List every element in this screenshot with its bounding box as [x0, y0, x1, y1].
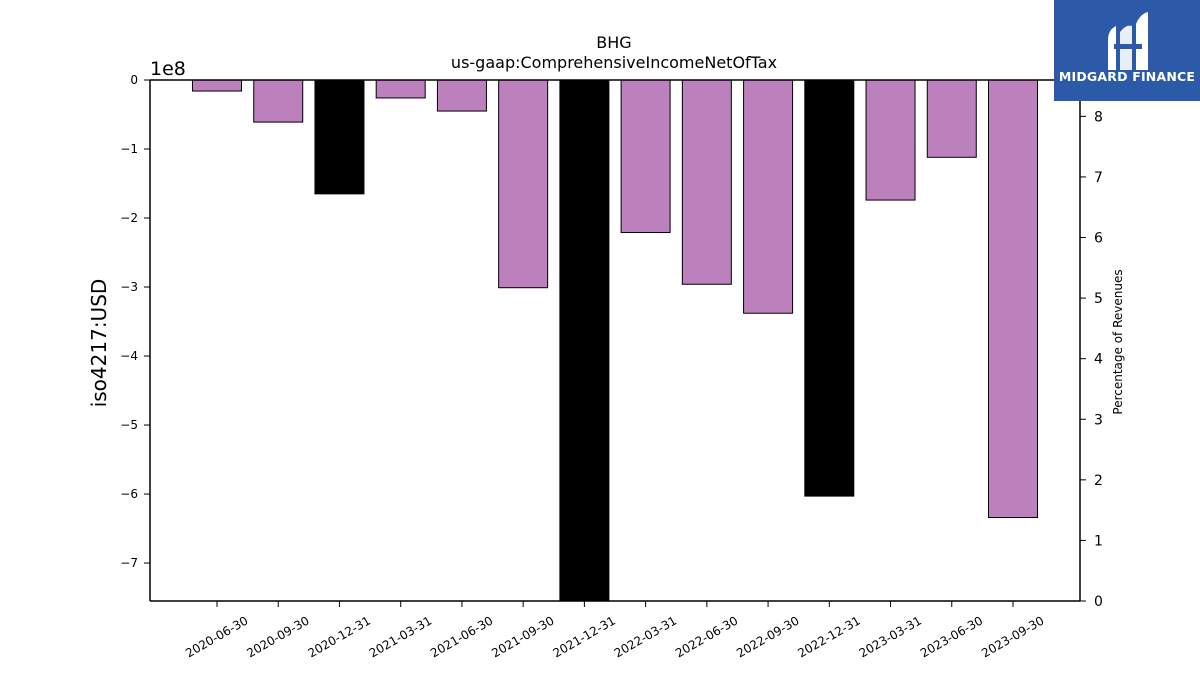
- y-tick-label: −3: [120, 280, 138, 294]
- y-tick-label: −2: [120, 211, 138, 225]
- y-offset-label: 1e8: [150, 58, 186, 80]
- bar-2021-06-30: [436, 79, 487, 112]
- y-tick-label: −1: [120, 142, 138, 156]
- x-tick-label: 2023-09-30: [979, 613, 1046, 660]
- x-tick-label: 2020-09-30: [244, 613, 311, 660]
- y-tick-label: 0: [130, 73, 138, 87]
- y2-tick-label: 1: [1094, 533, 1103, 549]
- bar-2022-09-30: [743, 79, 794, 314]
- bar-2022-06-30: [681, 79, 732, 285]
- y2-tick-label: 0: [1094, 594, 1103, 610]
- bar-2023-09-30: [988, 79, 1038, 519]
- y-axis-label: iso4217:USD: [87, 279, 111, 408]
- x-tick-label: 2022-03-31: [612, 613, 679, 660]
- x-tick-label: 2020-12-31: [306, 613, 373, 660]
- midgard-finance-logo: MIDGARD FINANCE: [1054, 0, 1200, 101]
- x-tick-label: 2023-06-30: [918, 613, 985, 660]
- x-tick-label: 2022-09-30: [734, 613, 801, 660]
- logo-text: MIDGARD FINANCE: [1058, 69, 1196, 84]
- bar-2020-09-30: [253, 79, 304, 123]
- bar-2020-06-30: [192, 79, 242, 92]
- bar-2021-09-30: [498, 79, 549, 289]
- bar-2021-03-31: [375, 79, 426, 99]
- x-tick-label: 2020-06-30: [183, 613, 250, 660]
- x-tick-label: 2021-06-30: [428, 613, 495, 660]
- bar-2020-12-31: [314, 79, 365, 195]
- axes-group: 0 −1 −2 −3 −4 −5 −6 −7 0 1 2 3 4 5 6 7 8 2020-06-302020-0…: [120, 73, 1103, 660]
- y2-tick-label: 4: [1094, 352, 1103, 368]
- x-tick-label: 2021-03-31: [367, 613, 434, 660]
- y-tick-label: −7: [120, 556, 138, 570]
- chart-title: BHG: [596, 33, 631, 52]
- y2-tick-label: 6: [1094, 231, 1103, 247]
- y2-tick-label: 8: [1094, 109, 1103, 125]
- x-tick-label: 2022-12-31: [795, 613, 862, 660]
- y-tick-label: −5: [120, 418, 138, 432]
- y2-tick-label: 3: [1094, 412, 1103, 428]
- x-tick-label: 2022-06-30: [673, 613, 740, 660]
- bar-2023-06-30: [926, 79, 977, 158]
- bar-2022-12-31: [804, 79, 855, 497]
- y-tick-label: −4: [120, 349, 138, 363]
- x-tick-label: 2023-03-31: [857, 613, 924, 660]
- midgard-mark-icon: [1108, 12, 1148, 71]
- bar-2021-12-31: [559, 79, 610, 602]
- bars-group: [192, 79, 1038, 602]
- x-tick-label: 2021-09-30: [489, 613, 556, 660]
- y-tick-label: −6: [120, 487, 138, 501]
- x-tick-label: 2021-12-31: [550, 613, 617, 660]
- bar-2023-03-31: [865, 79, 916, 201]
- y2-tick-label: 7: [1094, 170, 1103, 186]
- y2-axis-label: Percentage of Revenues: [1111, 269, 1125, 414]
- bar-2022-03-31: [620, 79, 671, 234]
- y2-tick-label: 5: [1094, 291, 1103, 307]
- y2-tick-label: 2: [1094, 473, 1103, 489]
- chart-subtitle: us-gaap:ComprehensiveIncomeNetOfTax: [451, 53, 777, 72]
